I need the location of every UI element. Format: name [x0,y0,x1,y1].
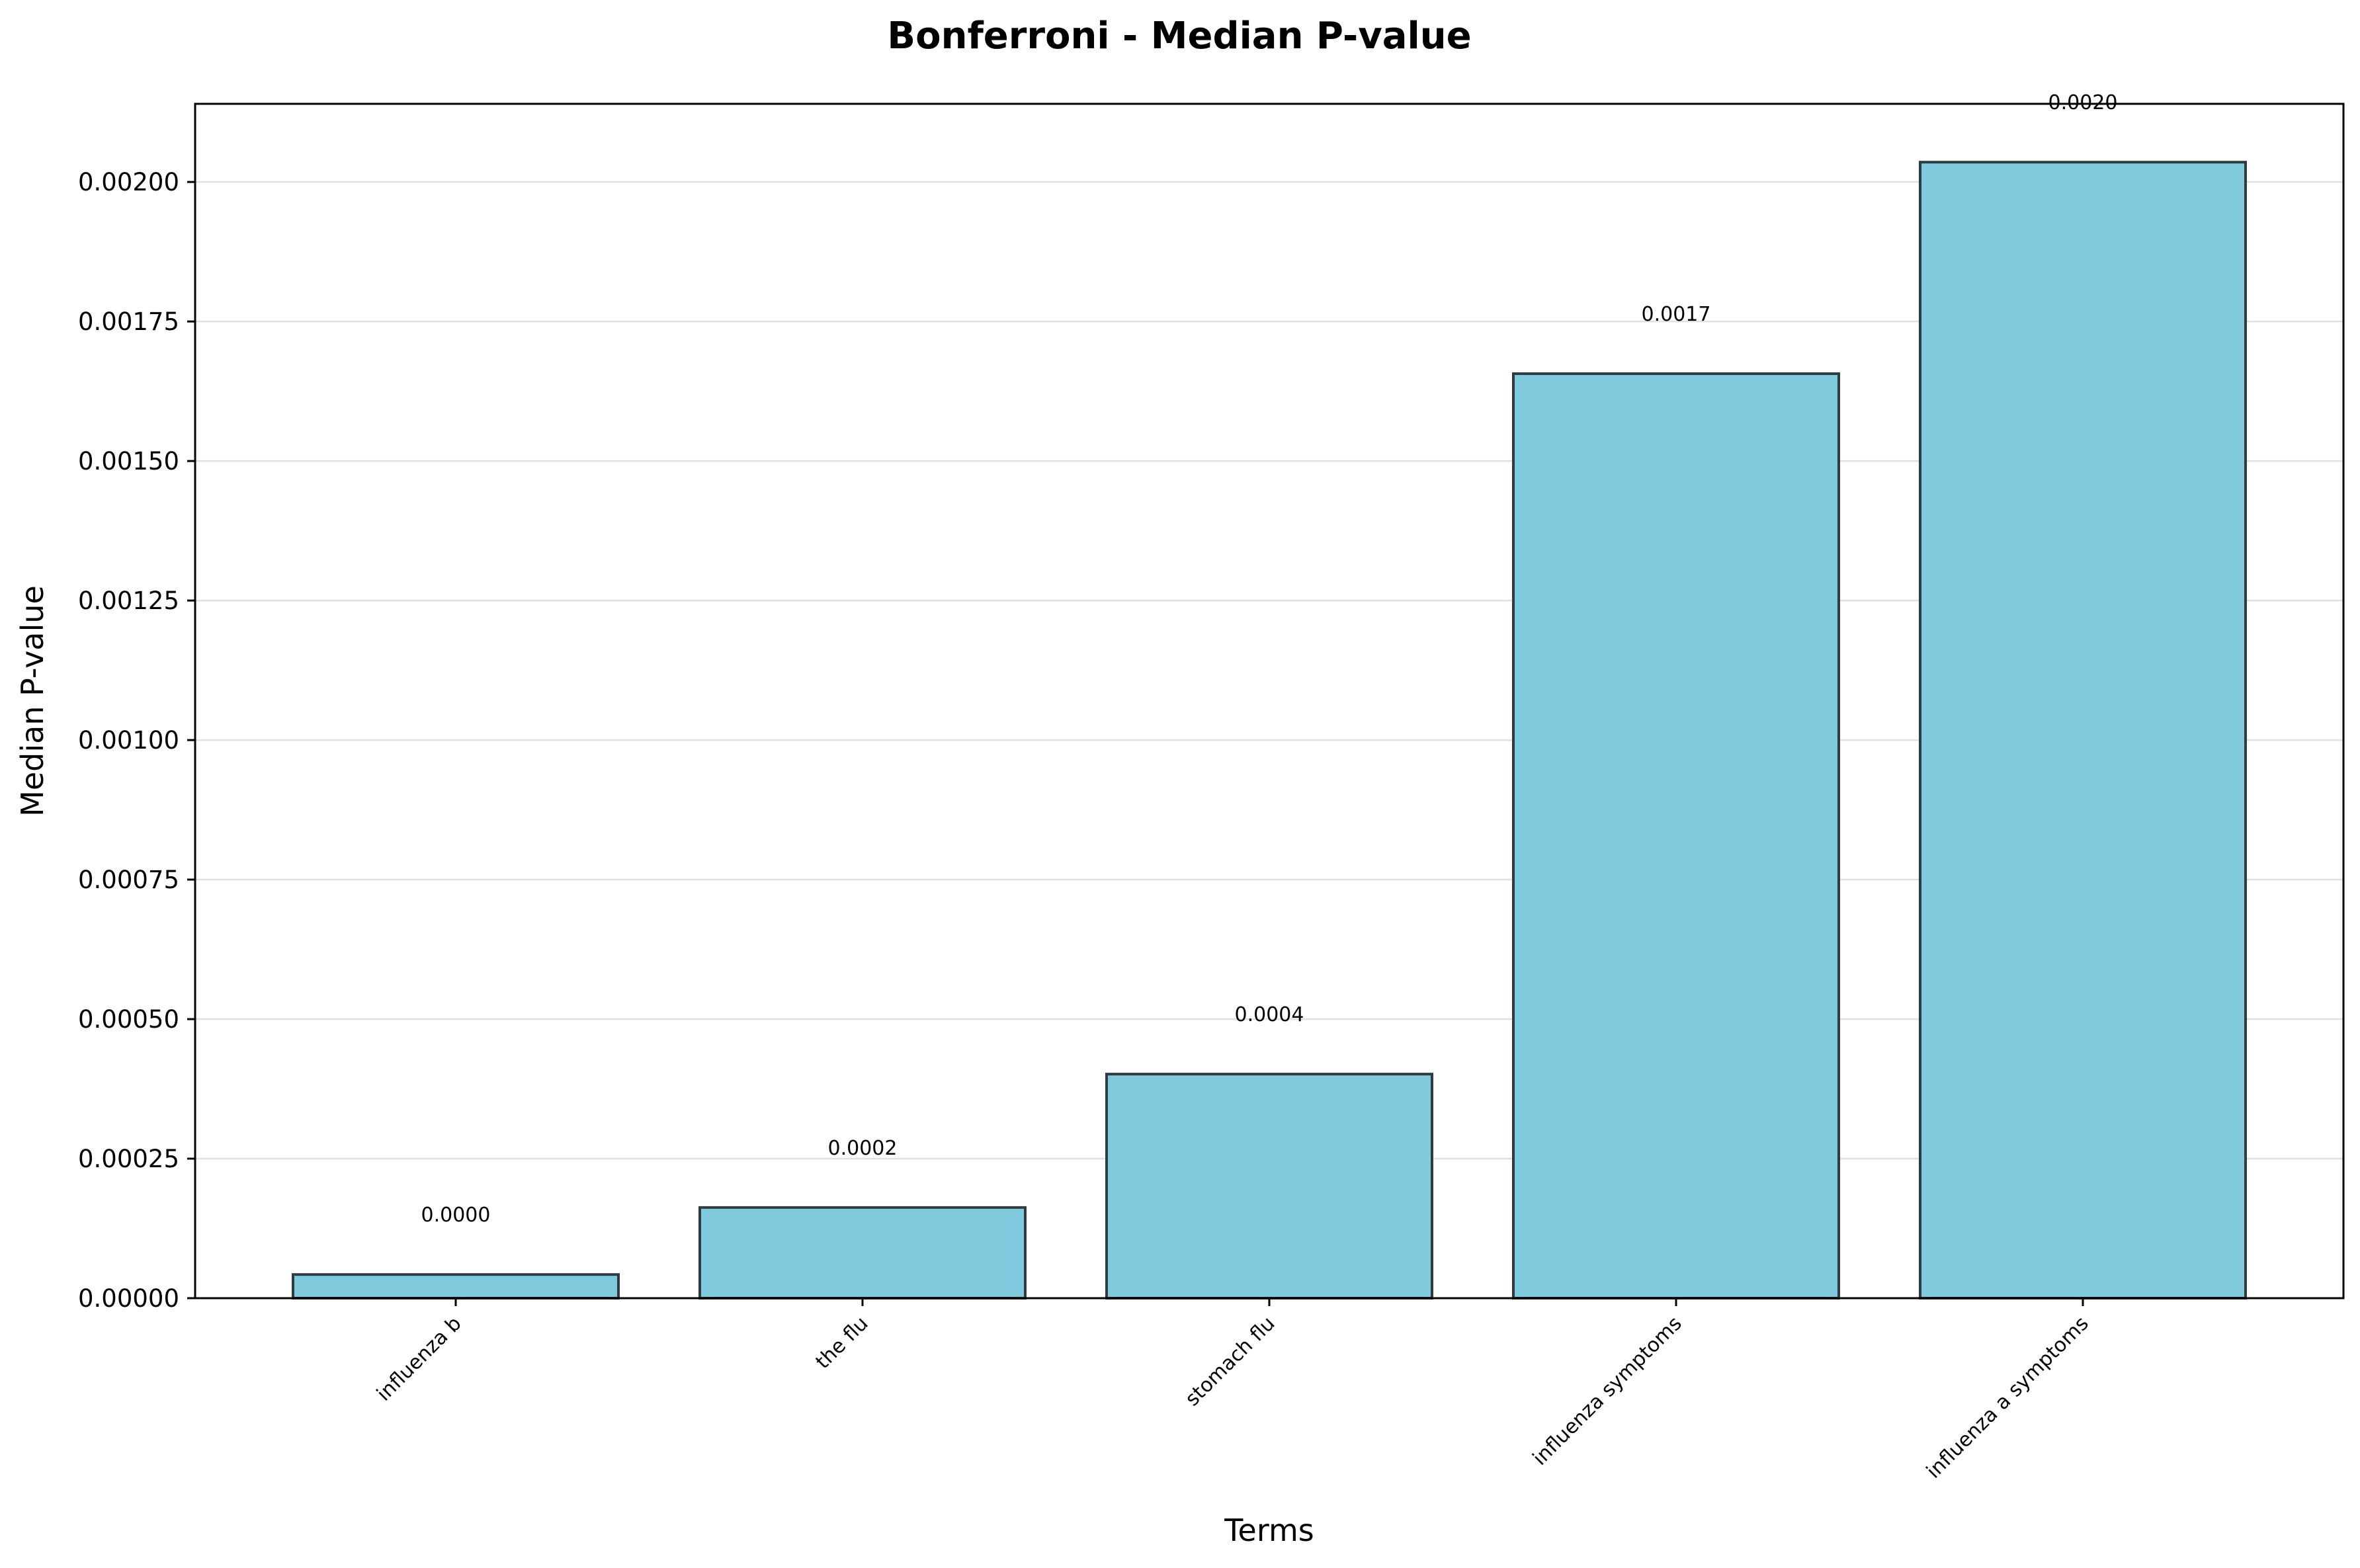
bar [698,1206,1027,1300]
y-tick-label: 0.00125 [78,587,179,615]
x-tick-label: influenza symptoms [1529,1312,1687,1470]
bar [1512,372,1840,1300]
y-tick-label: 0.00175 [78,308,179,336]
y-tick-label: 0.00200 [78,168,179,196]
data-label: 0.0020 [2048,91,2118,114]
y-tick-label: 0.00100 [78,726,179,755]
y-axis-ticks: 0.00000 0.00025 0.00050 0.00075 0.00100 0.001… [78,168,195,1313]
x-tick-label: stomach flu [1181,1312,1279,1411]
bar [1919,161,2247,1300]
x-axis-ticks: influenza b the flu stomach flu influenza s… [372,1298,2093,1483]
chart-title: Bonferroni - Median P-value [887,15,1471,58]
gridlines [195,181,2343,1300]
bars [292,161,2247,1300]
bar [1105,1073,1433,1300]
y-tick-label: 0.00000 [78,1284,179,1313]
y-tick-label: 0.00150 [78,447,179,475]
y-tick-label: 0.00025 [78,1145,179,1173]
data-label: 0.0017 [1642,303,1711,326]
data-label: 0.0000 [421,1204,491,1227]
bar [292,1273,620,1300]
y-tick-label: 0.00075 [78,866,179,894]
data-label: 0.0002 [828,1137,898,1160]
x-tick-label: influenza a symptoms [1922,1312,2093,1483]
x-tick-label: influenza b [372,1312,466,1406]
y-tick-label: 0.00050 [78,1005,179,1034]
data-label: 0.0004 [1235,1003,1304,1026]
data-labels: 0.0000 0.0002 0.0004 0.0017 0.0020 [421,91,2118,1227]
x-axis-label: Terms [1224,1512,1314,1548]
x-tick-label: the flu [812,1312,873,1374]
y-axis-label: Median P-value [15,585,50,817]
